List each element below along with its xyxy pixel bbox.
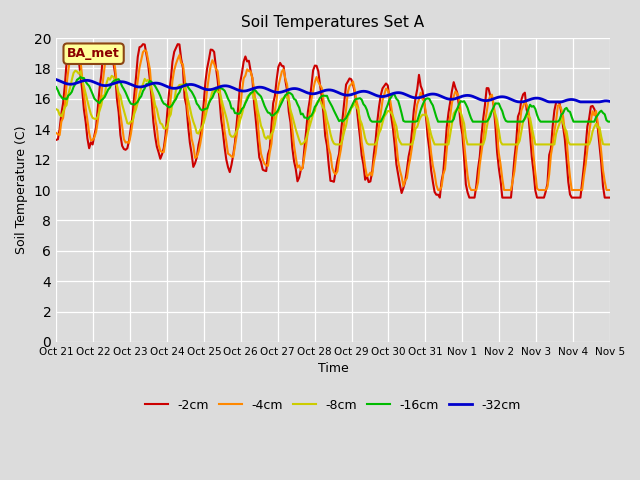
-8cm bbox=[606, 142, 614, 147]
-2cm bbox=[511, 155, 518, 161]
-8cm bbox=[342, 122, 350, 128]
-16cm bbox=[453, 106, 461, 112]
-2cm bbox=[436, 195, 444, 201]
-16cm bbox=[134, 99, 141, 105]
-2cm bbox=[52, 137, 60, 143]
-16cm bbox=[52, 84, 60, 90]
Line: -32cm: -32cm bbox=[56, 80, 610, 102]
-4cm bbox=[446, 113, 454, 119]
-2cm bbox=[340, 98, 348, 104]
-4cm bbox=[542, 187, 550, 193]
-16cm bbox=[446, 119, 454, 124]
-2cm bbox=[453, 90, 461, 96]
-16cm bbox=[342, 115, 350, 121]
-2cm bbox=[66, 41, 74, 47]
Line: -2cm: -2cm bbox=[56, 44, 610, 198]
-8cm bbox=[52, 107, 60, 112]
-8cm bbox=[542, 142, 550, 147]
-16cm bbox=[77, 74, 84, 80]
-16cm bbox=[542, 119, 550, 124]
-16cm bbox=[606, 119, 614, 124]
-4cm bbox=[453, 91, 461, 96]
-8cm bbox=[297, 142, 305, 147]
-32cm bbox=[450, 96, 458, 102]
X-axis label: Time: Time bbox=[317, 362, 348, 375]
-2cm bbox=[606, 195, 614, 201]
-2cm bbox=[542, 189, 550, 194]
-32cm bbox=[52, 77, 60, 83]
Line: -4cm: -4cm bbox=[56, 50, 610, 190]
-4cm bbox=[134, 78, 141, 84]
-8cm bbox=[511, 142, 518, 147]
-32cm bbox=[443, 96, 451, 101]
-32cm bbox=[132, 84, 140, 89]
-32cm bbox=[516, 99, 524, 105]
-4cm bbox=[52, 130, 60, 136]
-8cm bbox=[453, 106, 461, 112]
-16cm bbox=[511, 119, 518, 124]
-4cm bbox=[340, 119, 348, 125]
-4cm bbox=[68, 48, 76, 53]
-32cm bbox=[339, 92, 346, 97]
-2cm bbox=[134, 54, 141, 60]
Line: -16cm: -16cm bbox=[56, 77, 610, 121]
-4cm bbox=[434, 187, 442, 193]
-8cm bbox=[134, 99, 141, 105]
-4cm bbox=[511, 168, 518, 174]
-8cm bbox=[446, 131, 454, 137]
Text: BA_met: BA_met bbox=[67, 47, 120, 60]
Line: -8cm: -8cm bbox=[56, 71, 610, 144]
-16cm bbox=[339, 119, 346, 124]
-4cm bbox=[606, 187, 614, 193]
-8cm bbox=[72, 68, 79, 73]
Title: Soil Temperatures Set A: Soil Temperatures Set A bbox=[241, 15, 424, 30]
Y-axis label: Soil Temperature (C): Soil Temperature (C) bbox=[15, 126, 28, 254]
-32cm bbox=[507, 96, 515, 102]
Legend: -2cm, -4cm, -8cm, -16cm, -32cm: -2cm, -4cm, -8cm, -16cm, -32cm bbox=[140, 394, 526, 417]
-32cm bbox=[606, 98, 614, 104]
-2cm bbox=[446, 99, 454, 105]
-32cm bbox=[540, 97, 548, 103]
